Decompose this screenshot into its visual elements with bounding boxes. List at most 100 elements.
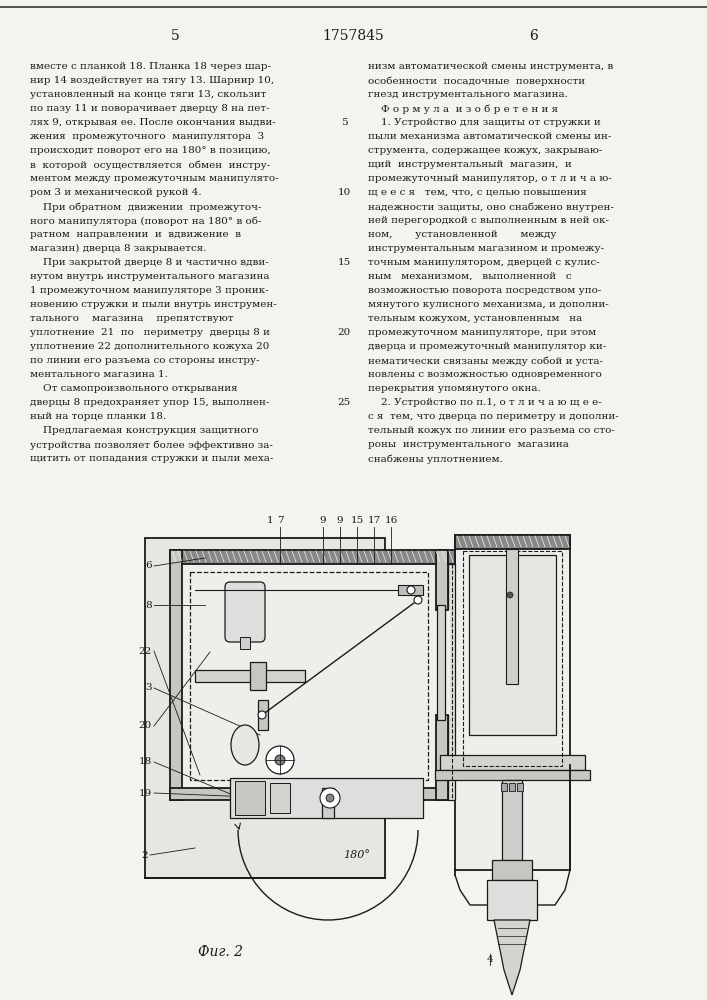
Bar [463, 551, 562, 766]
Text: 7: 7 [276, 516, 284, 525]
Text: возможностью поворота посредством упо-: возможностью поворота посредством упо- [368, 286, 602, 295]
Text: ного манипулятора (поворот на 180° в об-: ного манипулятора (поворот на 180° в об- [30, 216, 262, 226]
Bar [434, 610, 450, 715]
Text: 18: 18 [139, 758, 152, 766]
Text: инструментальным магазином и промежу-: инструментальным магазином и промежу- [368, 244, 604, 253]
Bar [501, 783, 507, 791]
Text: мянутого кулисного механизма, и дополни-: мянутого кулисного механизма, и дополни- [368, 300, 609, 309]
Text: 25: 25 [337, 398, 351, 407]
Bar [436, 550, 448, 800]
Text: От самопроизвольного открывания: От самопроизвольного открывания [30, 384, 238, 393]
Text: пыли механизма автоматической смены ин-: пыли механизма автоматической смены ин- [368, 132, 612, 141]
Text: новению стружки и пыли внутрь инструмен-: новению стружки и пыли внутрь инструмен- [30, 300, 276, 309]
Text: перекрытия упомянутого окна.: перекрытия упомянутого окна. [368, 384, 541, 393]
Text: ным   механизмом,   выполненной   с: ным механизмом, выполненной с [368, 272, 572, 281]
Text: ром 3 и механической рукой 4.: ром 3 и механической рукой 4. [30, 188, 201, 197]
Text: дверцы 8 предохраняет упор 15, выполнен-: дверцы 8 предохраняет упор 15, выполнен- [30, 398, 269, 407]
Circle shape [507, 592, 513, 598]
Text: установленный на конце тяги 13, скользит: установленный на конце тяги 13, скользит [30, 90, 267, 99]
Text: 4: 4 [486, 956, 493, 964]
Text: тельный кожух по линии его разъема со сто-: тельный кожух по линии его разъема со ст… [368, 426, 615, 435]
Text: вместе с планкой 18. Планка 18 через шар-: вместе с планкой 18. Планка 18 через шар… [30, 62, 271, 71]
Text: струмента, содержащее кожух, закрываю-: струмента, содержащее кожух, закрываю- [368, 146, 602, 155]
Text: особенности  посадочные  поверхности: особенности посадочные поверхности [368, 76, 585, 86]
Text: ней перегородкой с выполненным в ней ок-: ней перегородкой с выполненным в ней ок- [368, 216, 609, 225]
Ellipse shape [231, 725, 259, 765]
Text: 2. Устройство по п.1, о т л и ч а ю щ е е-: 2. Устройство по п.1, о т л и ч а ю щ е … [368, 398, 602, 407]
Text: 10: 10 [337, 188, 351, 197]
Text: 5: 5 [341, 118, 347, 127]
Text: с я  тем, что дверца по периметру и дополни-: с я тем, что дверца по периметру и допол… [368, 412, 619, 421]
Text: нир 14 воздействует на тягу 13. Шарнир 10,: нир 14 воздействует на тягу 13. Шарнир 1… [30, 76, 274, 85]
Text: 20: 20 [337, 328, 351, 337]
Bar [448, 564, 455, 800]
Bar [398, 585, 423, 595]
Text: При закрытой дверце 8 и частично вдви-: При закрытой дверце 8 и частично вдви- [30, 258, 269, 267]
Text: 2: 2 [141, 850, 148, 859]
Bar [509, 783, 515, 791]
Text: Предлагаемая конструкция защитного: Предлагаемая конструкция защитного [30, 426, 259, 435]
Text: щитить от попадания стружки и пыли меха-: щитить от попадания стружки и пыли меха- [30, 454, 274, 463]
Text: устройства позволяет более эффективно за-: устройства позволяет более эффективно за… [30, 440, 273, 450]
Bar [170, 788, 448, 800]
Text: происходит поворот его на 180° в позицию,: происходит поворот его на 180° в позицию… [30, 146, 271, 155]
Text: Фиг. 2: Фиг. 2 [197, 945, 243, 959]
Text: ментального магазина 1.: ментального магазина 1. [30, 370, 168, 379]
Text: 6: 6 [146, 562, 152, 570]
Text: нематически связаны между собой и уста-: нематически связаны между собой и уста- [368, 356, 603, 365]
Bar [240, 637, 250, 649]
Bar [506, 549, 518, 684]
Text: ратном  направлении  и  вдвижение  в: ратном направлении и вдвижение в [30, 230, 241, 239]
Text: щий  инструментальный  магазин,  и: щий инструментальный магазин, и [368, 160, 572, 169]
Text: 3: 3 [146, 684, 152, 692]
Text: 16: 16 [385, 516, 397, 525]
Bar [455, 535, 570, 870]
Text: снабжены уплотнением.: снабжены уплотнением. [368, 454, 503, 464]
Text: 15: 15 [337, 258, 351, 267]
Bar [502, 780, 522, 860]
Text: низм автоматической смены инструмента, в: низм автоматической смены инструмента, в [368, 62, 613, 71]
Polygon shape [494, 920, 530, 995]
Text: магазин) дверца 8 закрывается.: магазин) дверца 8 закрывается. [30, 244, 206, 253]
Text: по линии его разъема со стороны инстру-: по линии его разъема со стороны инстру- [30, 356, 259, 365]
Bar [440, 755, 585, 770]
Text: 22: 22 [139, 647, 152, 656]
Bar [270, 783, 290, 813]
Text: надежности защиты, оно снабжено внутрен-: надежности защиты, оно снабжено внутрен- [368, 202, 614, 212]
Text: лях 9, открывая ее. После окончания выдви-: лях 9, открывая ее. После окончания выдв… [30, 118, 276, 127]
Bar [487, 880, 537, 920]
Text: 1: 1 [267, 516, 274, 525]
Text: по пазу 11 и поворачивает дверцу 8 на пет-: по пазу 11 и поворачивает дверцу 8 на пе… [30, 104, 269, 113]
Text: уплотнение 22 дополнительного кожуха 20: уплотнение 22 дополнительного кожуха 20 [30, 342, 269, 351]
Bar [250, 662, 266, 690]
Bar [517, 783, 523, 791]
Bar [492, 860, 532, 880]
Text: нутом внутрь инструментального магазина: нутом внутрь инструментального магазина [30, 272, 269, 281]
Bar [235, 781, 265, 815]
Text: ментом между промежуточным манипулято-: ментом между промежуточным манипулято- [30, 174, 279, 183]
Text: щ е е с я   тем, что, с целью повышения: щ е е с я тем, что, с целью повышения [368, 188, 587, 197]
Text: 8: 8 [146, 600, 152, 609]
Text: точным манипулятором, дверцей с кулис-: точным манипулятором, дверцей с кулис- [368, 258, 600, 267]
FancyBboxPatch shape [225, 582, 265, 642]
Text: дверца и промежуточный манипулятор ки-: дверца и промежуточный манипулятор ки- [368, 342, 606, 351]
Circle shape [275, 755, 285, 765]
Bar [170, 550, 448, 564]
Text: гнезд инструментального магазина.: гнезд инструментального магазина. [368, 90, 568, 99]
Text: При обратном  движении  промежуточ-: При обратном движении промежуточ- [30, 202, 262, 212]
Bar [258, 700, 268, 730]
Text: Ф о р м у л а  и з о б р е т е н и я: Ф о р м у л а и з о б р е т е н и я [368, 104, 558, 113]
Text: 9: 9 [337, 516, 344, 525]
Text: ном,       установленной       между: ном, установленной между [368, 230, 556, 239]
Text: 180°: 180° [343, 850, 370, 860]
Bar [469, 555, 556, 735]
Text: 1. Устройство для защиты от стружки и: 1. Устройство для защиты от стружки и [368, 118, 601, 127]
Bar [170, 550, 182, 800]
Text: 9: 9 [320, 516, 327, 525]
Text: 17: 17 [368, 516, 380, 525]
Text: жения  промежуточного  манипулятора  3: жения промежуточного манипулятора 3 [30, 132, 264, 141]
Text: 20: 20 [139, 722, 152, 730]
Bar [190, 572, 428, 780]
Bar [145, 538, 385, 878]
Circle shape [320, 788, 340, 808]
